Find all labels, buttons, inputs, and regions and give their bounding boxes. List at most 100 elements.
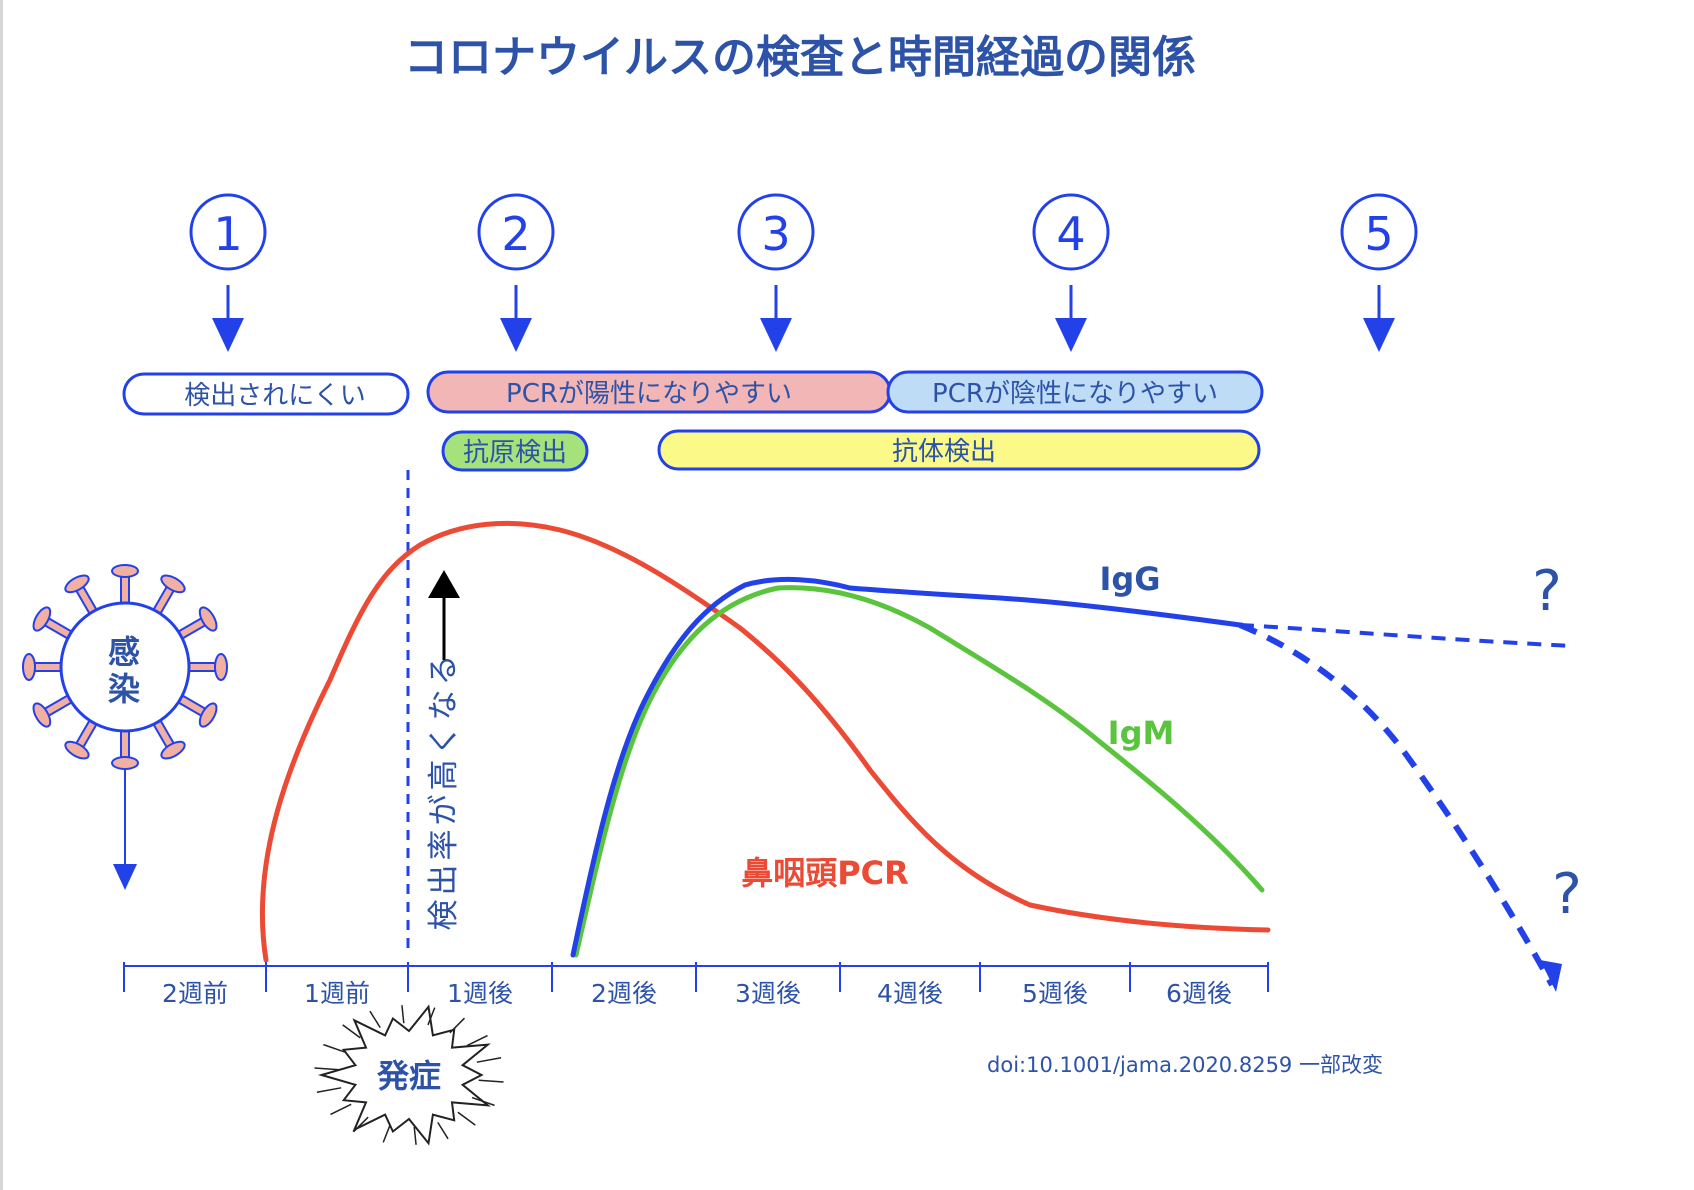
left-border: [0, 0, 3, 1190]
igm-label: IgM: [1108, 714, 1175, 752]
pcr-curve: [259, 520, 1271, 963]
stage-4-number: 4: [1056, 207, 1085, 261]
axis-tick-label: 6週後: [1166, 979, 1232, 1008]
stage-2-number: 2: [501, 207, 530, 261]
pill-antigen-label: 抗原検出: [463, 438, 567, 468]
onset-burst-ray: [478, 1079, 504, 1083]
detection-rate-note-char: 高: [426, 760, 462, 791]
virus-spike-cap: [32, 702, 52, 728]
virus-spike-cap: [32, 606, 52, 632]
onset-burst-ray: [323, 1043, 347, 1054]
citation: doi:10.1001/jama.2020.8259 一部改変: [987, 1053, 1383, 1077]
detection-rate-note-char: が: [426, 795, 462, 826]
pill-pcr-positive: PCRが陽性になりやすい: [426, 370, 892, 414]
onset-burst-ray: [352, 1116, 369, 1133]
unknown-mark-flat: ?: [1532, 559, 1562, 624]
virus-spike-cap: [64, 574, 90, 594]
axis-tick-label: 1週前: [304, 979, 370, 1008]
detection-rate-arrow-icon: [428, 570, 460, 660]
onset-burst-ray: [382, 1124, 391, 1143]
infection-label-char-2: 染: [108, 670, 140, 708]
detection-rate-note-char: 検: [426, 900, 462, 931]
virus-spike: [75, 720, 96, 750]
onset-burst-ray: [342, 1024, 361, 1039]
onset-burst-ray: [369, 1010, 381, 1028]
stage-4-arrow-icon: [1055, 318, 1087, 352]
detection-rate-note-char: 出: [426, 865, 462, 896]
stage-1-number: 1: [213, 207, 242, 261]
infection-label-char-1: 感: [108, 633, 140, 671]
onset-burst-ray: [449, 1017, 466, 1034]
pill-antibody: 抗体検出: [657, 429, 1261, 471]
virus-spike-cap: [111, 756, 139, 770]
onset-burst-ray: [476, 1057, 502, 1063]
pill-pcr-negative: PCRが陰性になりやすい: [886, 370, 1264, 414]
axis-tick-label: 2週前: [162, 979, 228, 1008]
page-title: コロナウイルスの検査と時間経過の関係: [404, 32, 1196, 83]
stage-3-arrow-icon: [760, 318, 792, 352]
virus-spike: [154, 584, 175, 614]
onset-burst-ray: [413, 1126, 417, 1145]
virus-spike-cap: [198, 702, 218, 728]
axis-tick-label: 2週後: [591, 979, 657, 1008]
igg-label: IgG: [1099, 560, 1160, 598]
stage-3-number: 3: [761, 207, 790, 261]
igg-projection-decline: [1238, 622, 1555, 987]
virus-icon: [22, 564, 228, 770]
virus-spike-cap: [64, 740, 90, 760]
pill-pcr-negative-label: PCRが陰性になりやすい: [932, 379, 1218, 409]
axis-tick-label: 1週後: [447, 979, 513, 1008]
virus-spike: [75, 584, 96, 614]
infection-arrow-icon: [113, 770, 137, 890]
onset-burst-ray: [457, 1111, 476, 1126]
pcr-label: 鼻咽頭PCR: [741, 854, 909, 892]
onset-burst-ray: [466, 1034, 488, 1047]
pill-hard-to-detect: 検出されにくい: [122, 372, 410, 416]
stage-5-arrow-icon: [1363, 318, 1395, 352]
igg-projection-flat: [1239, 623, 1573, 648]
axis-tick-label: 4週後: [877, 979, 943, 1008]
virus-spike-cap: [214, 653, 228, 681]
onset-label: 発症: [376, 1057, 441, 1095]
time-axis: 2週前 1週前 1週後 2週後 3週後 4週後 5週後 6週後: [123, 962, 1269, 1008]
axis-tick-label: 5週後: [1022, 979, 1088, 1008]
virus-spike-cap: [198, 606, 218, 632]
stage-4-marker: 4: [1032, 193, 1110, 352]
unknown-mark-decline: ?: [1552, 862, 1582, 927]
detection-rate-note-char: な: [426, 690, 462, 721]
onset-burst-ray: [427, 1007, 436, 1026]
stage-1-marker: 1: [189, 193, 267, 352]
onset-burst-ray: [471, 1096, 495, 1107]
stage-markers: 1 2 3 4 5: [189, 193, 1418, 352]
stage-1-arrow-icon: [212, 318, 244, 352]
onset-burst-ray: [330, 1103, 352, 1116]
axis-tick-label: 3週後: [735, 979, 801, 1008]
igm-curve: [573, 585, 1265, 958]
onset-burst-icon: [314, 1004, 504, 1146]
virus-spike-cap: [22, 653, 36, 681]
stage-5-marker: 5: [1340, 193, 1418, 352]
virus-body: [59, 601, 191, 733]
stage-2-marker: 2: [477, 193, 555, 352]
virus-spike: [154, 720, 175, 750]
decline-arrow-icon: [1540, 960, 1562, 992]
stage-5-number: 5: [1364, 207, 1393, 261]
stage-3-marker: 3: [737, 193, 815, 352]
stage-2-arrow-icon: [500, 318, 532, 352]
virus-spike-cap: [111, 564, 139, 578]
pill-antibody-label: 抗体検出: [892, 437, 996, 467]
pill-pcr-positive-label: PCRが陽性になりやすい: [506, 379, 792, 409]
onset-burst-ray: [437, 1122, 449, 1140]
detection-rate-note-char: く: [426, 725, 462, 756]
igg-curve: [570, 576, 1243, 958]
virus-spike-cap: [160, 574, 186, 594]
virus-spike-cap: [160, 740, 186, 760]
detection-rate-note-char: 率: [426, 830, 462, 861]
pill-antigen: 抗原検出: [441, 430, 589, 472]
onset-burst-ray: [314, 1067, 340, 1071]
test-window-pills: 検出されにくい PCRが陽性になりやすい PCRが陰性になりやすい 抗原検出 抗…: [122, 370, 1264, 472]
onset-burst-outline: [317, 1004, 491, 1146]
pill-hard-to-detect-label: 検出されにくい: [184, 381, 365, 411]
